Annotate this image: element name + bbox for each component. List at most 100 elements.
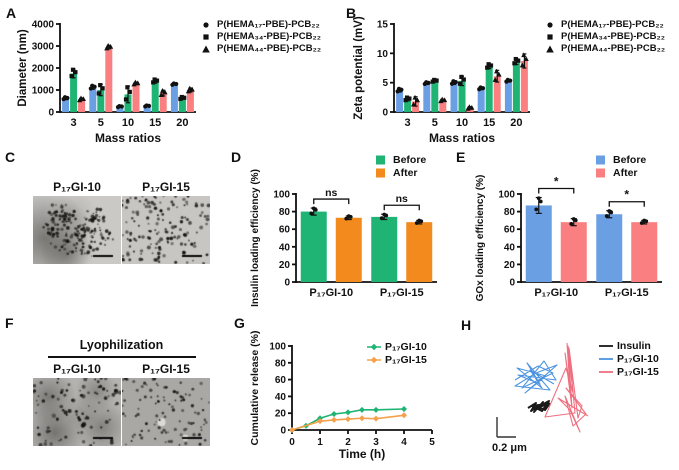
panel-c-label: C <box>5 149 16 165</box>
tem-lyo-image-p17gi-15 <box>122 378 210 446</box>
y-tick-label: 80 <box>275 358 287 369</box>
rect-legend-swatch-icon <box>376 155 385 165</box>
bar <box>116 106 124 112</box>
legend-item-label: P₁₇GI-10 <box>385 341 427 353</box>
bar <box>151 81 159 112</box>
bar <box>512 61 520 112</box>
bar <box>477 88 485 112</box>
legend-item: P₁₇GI-15 <box>366 354 427 366</box>
bar <box>186 90 194 112</box>
x-tick-label: 2 <box>345 437 351 448</box>
square-legend-swatch-icon <box>203 34 209 40</box>
bar <box>431 80 439 112</box>
rect-legend-swatch-icon <box>596 168 605 178</box>
bar <box>560 222 587 282</box>
y-tick-label: 20 <box>504 260 516 271</box>
bar <box>525 205 552 282</box>
x-axis-label: Time (h) <box>339 447 385 461</box>
x-axis-label: Mass ratios <box>429 131 495 145</box>
group-label: 20 <box>176 117 188 129</box>
bar <box>406 222 433 282</box>
tem-title-p17gi-10: P₁₇GI-10 <box>53 180 101 194</box>
group-label: P₁₇GI-15 <box>605 287 649 299</box>
y-tick-label: 60 <box>279 225 291 236</box>
bar <box>396 90 404 112</box>
bar <box>159 93 167 112</box>
legend-item: P(HEMA₄₄-PBE)-PCB₂₂ <box>198 42 322 55</box>
significance-label: ns <box>396 193 408 205</box>
legend-item: P(HEMA₃₄-PBE)-PCB₂₂ <box>542 31 665 43</box>
y-tick-label: 40 <box>504 242 516 253</box>
bar <box>504 80 512 112</box>
group-label: 10 <box>122 117 134 129</box>
bar <box>404 99 412 112</box>
particle-trajectory-plot: 0.2 μm <box>492 342 589 454</box>
bar <box>300 211 327 282</box>
legend-item: P₁₇GI-10 <box>598 353 659 365</box>
y-tick-label: 0 <box>382 108 388 119</box>
bar <box>450 82 458 112</box>
bar <box>143 106 151 112</box>
square-legend-swatch-icon <box>547 34 553 40</box>
y-tick-label: 80 <box>504 207 516 218</box>
bar <box>62 98 70 112</box>
panel-d-label: D <box>231 149 242 165</box>
legend-item: P(HEMA₁₇-PBE)-PCB₂₂ <box>542 19 665 31</box>
bar <box>70 73 78 112</box>
significance-label: * <box>624 188 629 202</box>
chart-a-legend: P(HEMA₁₇-PBE)-PCB₂₂ P(HEMA₃₄-PBE)-PCB₂₂ P(… <box>198 19 322 55</box>
bar <box>493 76 501 112</box>
legend-item-label: Before <box>393 154 427 166</box>
y-tick-label: 100 <box>269 342 286 353</box>
y-tick-label: 40 <box>275 392 287 403</box>
legend-item: Before <box>594 154 646 166</box>
x-tick-label: 1 <box>317 437 323 448</box>
bar <box>105 47 113 112</box>
group-label: P₁₇GI-10 <box>534 287 578 299</box>
triangle-legend-swatch-icon <box>202 45 210 53</box>
bar <box>335 217 362 282</box>
gox-loading-bar-chart: 0 20 40 60 80 100 GOx loading efficiency (%) P₁… <box>475 175 662 302</box>
legend-item-label: P(HEMA₁₇-PBE)-PCB₂₂ <box>561 19 664 30</box>
legend-item-label: After <box>613 167 638 180</box>
y-tick-label: 60 <box>504 225 516 236</box>
tem-lyo-image-p17gi-10 <box>33 378 121 446</box>
group-label: P₁₇GI-15 <box>380 287 424 299</box>
group-label: 15 <box>149 117 161 129</box>
y-tick-label: 20 <box>275 409 287 420</box>
legend-item-label: Insulin <box>617 340 651 352</box>
y-tick-label: 80 <box>279 207 291 218</box>
y-axis-label: Insulin loading efficiency (%) <box>250 169 261 307</box>
y-tick-label: 20 <box>279 260 291 271</box>
tem-lyo-title-p17gi-10: P₁₇GI-10 <box>53 362 101 376</box>
x-axis-label: Mass ratios <box>95 131 161 145</box>
y-tick-label: 0 <box>509 278 515 289</box>
y-tick-label: 5 <box>382 78 388 89</box>
legend-item-label: P(HEMA₄₄-PBE)-PCB₂₂ <box>561 42 666 54</box>
bar <box>631 222 658 282</box>
group-label: 15 <box>483 117 495 129</box>
legend-item-label: P(HEMA₃₄-PBE)-PCB₂₂ <box>217 30 321 42</box>
legend-item-label: P(HEMA₄₄-PBE)-PCB₂₂ <box>217 42 322 54</box>
y-axis-label: Diameter (nm) <box>17 29 29 106</box>
tem-lyo-title-p17gi-15: P₁₇GI-15 <box>142 362 190 376</box>
tem-image-p17gi-15 <box>122 196 210 264</box>
circle-legend-swatch-icon <box>203 22 209 29</box>
y-tick-label: 4000 <box>32 20 55 31</box>
legend-item: Insulin <box>598 340 659 352</box>
significance-label: * <box>554 175 559 189</box>
legend-item: P(HEMA₃₄-PBE)-PCB₂₂ <box>198 30 321 43</box>
group-label: 10 <box>456 117 468 129</box>
group-label: 3 <box>405 117 411 129</box>
legend-item-label: P(HEMA₁₇-PBE)-PCB₂₂ <box>217 19 320 30</box>
panel-b-label: B <box>346 5 357 21</box>
y-axis-label: GOx loading efficiency (%) <box>475 175 486 302</box>
bar <box>78 99 86 112</box>
tem-image-p17gi-10 <box>33 196 121 264</box>
y-tick-label: 0 <box>280 426 286 437</box>
scale-bar-label: 0.2 μm <box>492 442 527 454</box>
legend-item: Before <box>374 154 426 166</box>
group-label: P₁₇GI-10 <box>309 287 353 299</box>
y-tick-label: 100 <box>498 190 515 201</box>
